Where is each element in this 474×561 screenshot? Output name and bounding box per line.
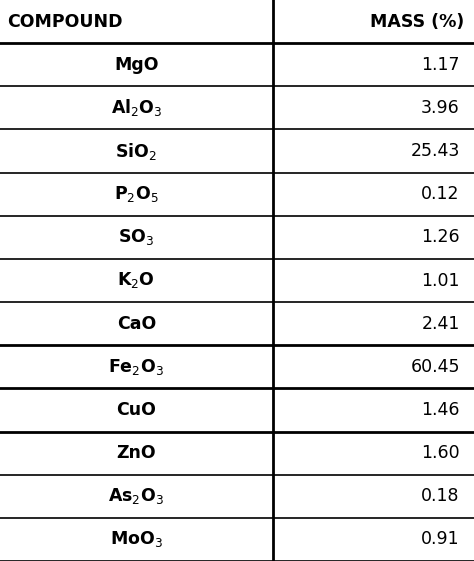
Text: COMPOUND: COMPOUND <box>7 12 123 31</box>
Text: 1.46: 1.46 <box>421 401 460 419</box>
Text: 60.45: 60.45 <box>410 358 460 376</box>
Text: MASS (%): MASS (%) <box>370 12 465 31</box>
Text: 2.41: 2.41 <box>421 315 460 333</box>
Text: 0.18: 0.18 <box>421 488 460 505</box>
Text: Al$_2$O$_3$: Al$_2$O$_3$ <box>110 98 162 118</box>
Text: CuO: CuO <box>116 401 156 419</box>
Text: 1.60: 1.60 <box>421 444 460 462</box>
Text: ZnO: ZnO <box>117 444 156 462</box>
Text: 0.91: 0.91 <box>421 530 460 549</box>
Text: MgO: MgO <box>114 56 158 73</box>
Text: As$_2$O$_3$: As$_2$O$_3$ <box>109 486 164 506</box>
Text: 3.96: 3.96 <box>421 99 460 117</box>
Text: P$_2$O$_5$: P$_2$O$_5$ <box>114 184 159 204</box>
Text: 25.43: 25.43 <box>410 142 460 160</box>
Text: K$_2$O: K$_2$O <box>118 270 155 291</box>
Text: 1.01: 1.01 <box>421 272 460 289</box>
Text: 0.12: 0.12 <box>421 185 460 203</box>
Text: CaO: CaO <box>117 315 156 333</box>
Text: 1.26: 1.26 <box>421 228 460 246</box>
Text: Fe$_2$O$_3$: Fe$_2$O$_3$ <box>109 357 164 377</box>
Text: 1.17: 1.17 <box>421 56 460 73</box>
Text: SO$_3$: SO$_3$ <box>118 227 155 247</box>
Text: MoO$_3$: MoO$_3$ <box>110 530 163 549</box>
Text: SiO$_2$: SiO$_2$ <box>115 141 157 162</box>
